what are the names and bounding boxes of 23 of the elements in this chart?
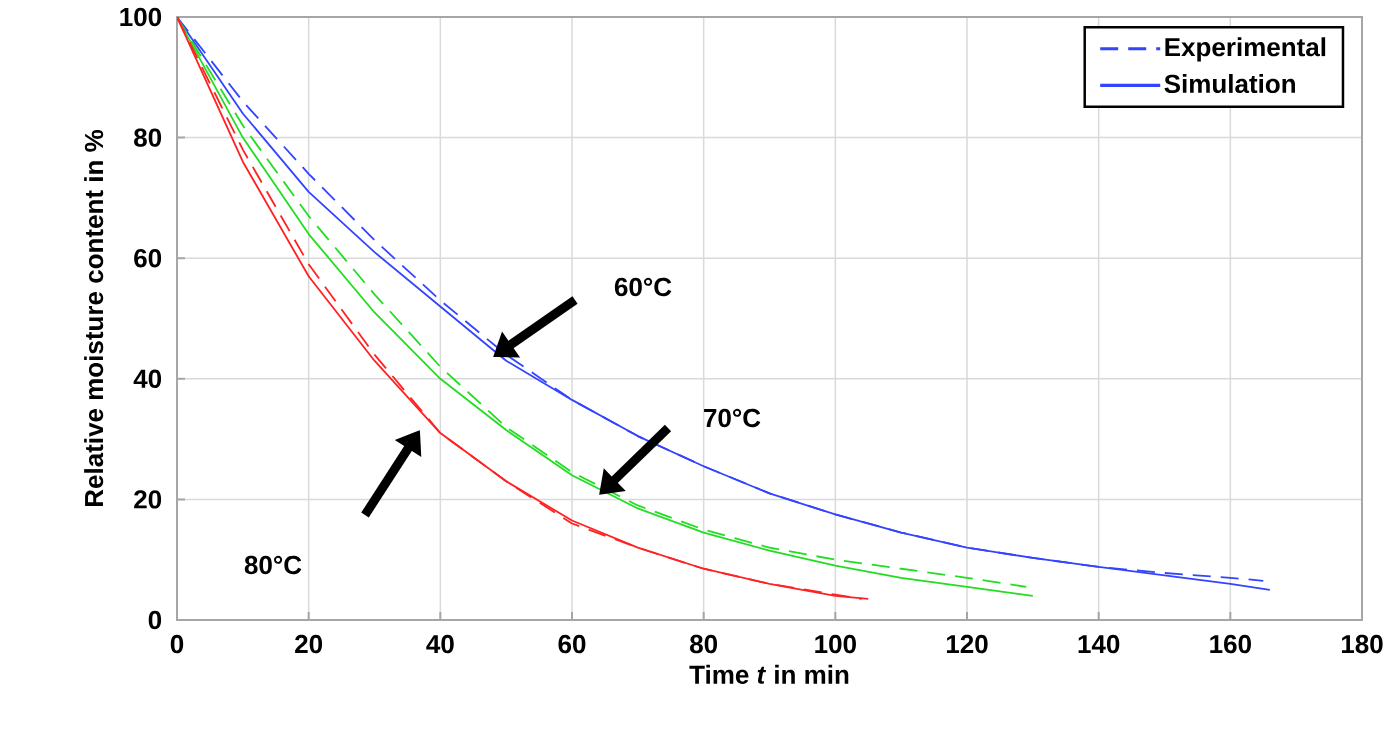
x-tick-label: 40	[426, 634, 454, 654]
x-tick-label: 160	[1210, 634, 1251, 654]
y-tick-label: 100	[120, 7, 162, 27]
legend-label: Experimental	[1165, 37, 1326, 62]
x-tick-label: 100	[815, 634, 856, 654]
x-tick-label: 60	[558, 634, 586, 654]
y-tick-label: 80	[134, 128, 162, 147]
y-tick-label: 0	[148, 610, 162, 630]
y-tick-label: 20	[134, 490, 162, 509]
legend-label: Simulation	[1164, 74, 1295, 94]
x-tick-label: 80	[690, 634, 718, 654]
x-tick-label: 0	[170, 634, 184, 654]
annotation: 60°C	[614, 277, 672, 297]
y-tick-label: 60	[134, 248, 162, 268]
annotation: 70°C	[704, 408, 761, 428]
x-tick-label: 180	[1341, 634, 1383, 654]
x-tick-label: 20	[295, 634, 323, 654]
annotation: 80°C	[244, 555, 302, 575]
x-tick-label: 120	[946, 634, 988, 654]
x-tick-label: 140	[1078, 634, 1120, 654]
y-axis-title: Relative moisture content in %	[84, 129, 104, 507]
y-tick-label: 40	[133, 369, 162, 388]
x-axis-title: Time t in min	[689, 664, 849, 684]
